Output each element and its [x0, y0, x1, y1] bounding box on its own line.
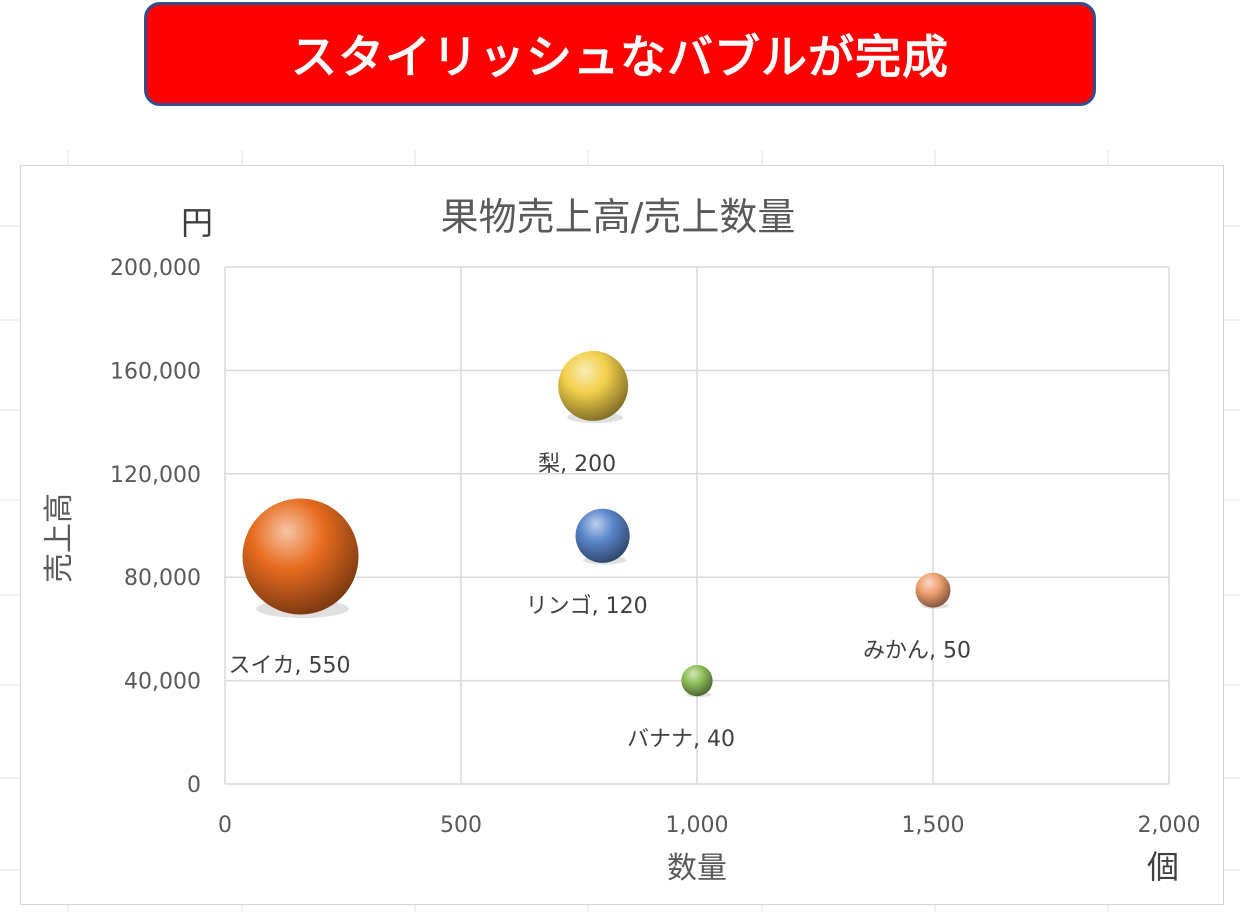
y-tick-label: 160,000	[110, 359, 201, 384]
y-unit-label: 円	[181, 204, 213, 242]
y-tick-label: 120,000	[110, 463, 201, 488]
bubble-3[interactable]	[575, 508, 630, 563]
bubble-4[interactable]	[681, 664, 713, 697]
bubble-2[interactable]	[558, 350, 629, 421]
y-axis-label: 売上高	[42, 493, 77, 583]
title-banner: スタイリッシュなバブルが完成	[144, 2, 1096, 106]
y-tick-label: 40,000	[124, 670, 201, 695]
bubble-5[interactable]	[915, 572, 951, 608]
x-tick-label: 2,000	[1138, 813, 1201, 838]
bubble-chart: 果物売上高/売上数量 円 売上高 数量 個 0 40,000 80,000 120,0…	[42, 195, 1200, 886]
banner-title: スタイリッシュなバブルが完成	[291, 30, 949, 84]
y-tick-label: 0	[187, 773, 201, 798]
bubble-label: スイカ, 550	[229, 654, 351, 679]
chart-title: 果物売上高/売上数量	[441, 195, 796, 239]
x-tick-label: 0	[218, 813, 232, 838]
x-tick-label: 1,000	[666, 813, 729, 838]
x-tick-label: 500	[440, 813, 482, 838]
x-tick-labels: 0 500 1,000 1,500 2,000	[218, 813, 1200, 838]
gridlines	[224, 266, 1170, 785]
bubble-1[interactable]	[242, 498, 359, 615]
x-unit-label: 個	[1147, 848, 1179, 886]
y-tick-label: 200,000	[110, 256, 201, 281]
x-axis-label: 数量	[667, 851, 727, 886]
bubble-label: バナナ, 40	[627, 727, 735, 752]
bubble-label: みかん, 50	[863, 639, 971, 664]
y-tick-labels: 0 40,000 80,000 120,000 160,000 200,000	[110, 256, 201, 798]
bubbles	[242, 350, 951, 698]
x-tick-label: 1,500	[902, 813, 965, 838]
bubble-label: 梨, 200	[538, 452, 616, 477]
bubble-label: リンゴ, 120	[526, 594, 648, 619]
data-labels: スイカ, 550 梨, 200 リンゴ, 120 バナナ, 40 みかん, 50	[229, 452, 971, 752]
chart-area[interactable]: 果物売上高/売上数量 円 売上高 数量 個 0 40,000 80,000 120,0…	[20, 165, 1224, 905]
y-tick-label: 80,000	[124, 566, 201, 591]
